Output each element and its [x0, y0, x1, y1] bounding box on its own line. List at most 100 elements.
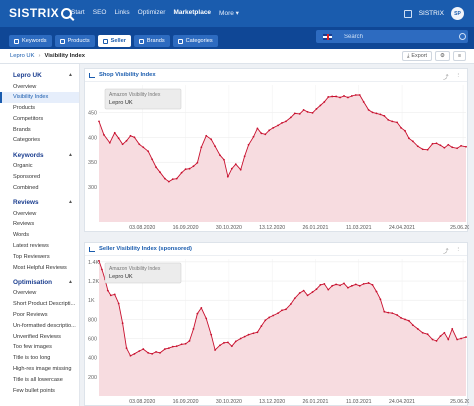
data-point: [383, 310, 386, 313]
data-point: [451, 146, 454, 149]
legend-box: [104, 262, 182, 284]
nav-marketplace[interactable]: Marketplace: [173, 9, 212, 16]
data-point: [404, 318, 406, 321]
sidebar-item-reviews[interactable]: Reviews: [13, 221, 35, 228]
sidebar-item-latest-reviews[interactable]: Latest reviews: [13, 243, 49, 250]
sidebar-item-categories[interactable]: Categories: [13, 137, 41, 144]
export-button[interactable]: ⤓ Export: [402, 51, 432, 61]
data-point: [387, 118, 390, 121]
sidebar-item-short-product-description[interactable]: Short Product Descripti...: [13, 301, 76, 308]
data-point: [347, 286, 349, 289]
data-point: [164, 177, 166, 180]
data-point: [421, 331, 424, 334]
data-point: [247, 143, 250, 146]
data-point: [306, 111, 309, 113]
tab-brands[interactable]: Brands: [133, 35, 170, 47]
search-icon[interactable]: [459, 33, 466, 40]
tab-keywords[interactable]: Keywords: [9, 35, 52, 47]
data-point: [343, 282, 345, 285]
sidebar-heading[interactable]: Optimisation ▲: [0, 277, 79, 288]
legend-series-label: Amazon Visibility Index: [109, 266, 161, 272]
data-point: [106, 289, 109, 292]
sidebar-heading-label: Optimisation: [13, 278, 53, 286]
sidebar-item-organic[interactable]: Organic: [13, 163, 33, 170]
data-point: [247, 333, 250, 336]
data-point: [375, 290, 378, 293]
sidebar-item-optimisation-overview[interactable]: Overview: [13, 290, 37, 297]
tab-seller[interactable]: Seller: [97, 35, 131, 47]
account-name[interactable]: SISTRIX: [418, 10, 444, 17]
sidebar-item-combined[interactable]: Combined: [13, 184, 39, 191]
sidebar-heading[interactable]: Lepro UK ▲: [0, 70, 79, 81]
avatar[interactable]: SP: [451, 7, 464, 20]
data-point: [375, 112, 378, 115]
data-point: [460, 337, 462, 340]
search-box: [316, 30, 468, 43]
settings-button[interactable]: ⚙: [435, 51, 450, 61]
sidebar-item-most-helpful-reviews[interactable]: Most Helpful Reviews: [13, 264, 67, 271]
chart-tools: ⤴ ⋮: [443, 73, 461, 81]
x-tick-label: 25.06.2021: [450, 399, 469, 405]
data-point: [396, 314, 399, 316]
y-tick-label: 450: [88, 110, 97, 116]
x-tick-label: 24.04.2021: [389, 399, 415, 405]
data-point: [260, 325, 263, 327]
legend-series-label: Amazon Visibility Index: [109, 92, 161, 98]
sidebar-item-too-few-images[interactable]: Too few images: [13, 344, 52, 351]
share-icon[interactable]: ⤴: [442, 249, 449, 255]
uk-flag-icon[interactable]: [323, 33, 332, 40]
sidebar-item-competitors[interactable]: Competitors: [13, 115, 44, 122]
y-tick-label: 600: [88, 337, 97, 343]
data-point: [435, 340, 438, 342]
bell-icon[interactable]: [403, 9, 412, 18]
series-area: [99, 95, 466, 222]
data-point: [234, 163, 237, 166]
sidebar-item-unverified-reviews[interactable]: Unverified Reviews: [13, 333, 61, 340]
sidebar-item-poor-reviews[interactable]: Poor Reviews: [13, 312, 48, 319]
data-point: [298, 292, 301, 294]
menu-button[interactable]: ≡: [452, 51, 466, 61]
data-point: [379, 113, 382, 116]
sidebar-heading[interactable]: Keywords ▲: [0, 150, 79, 161]
sidebar-item-sponsored[interactable]: Sponsored: [13, 174, 41, 181]
data-point: [293, 297, 296, 300]
sidebar-item-top-reviewers[interactable]: Top Reviewers: [13, 253, 50, 260]
search-input[interactable]: [344, 33, 454, 40]
data-point: [302, 109, 305, 111]
sidebar-item-overview[interactable]: Overview: [13, 83, 37, 90]
sidebar-item-title-lowercase[interactable]: Title is all lowercase: [13, 376, 63, 383]
tab-categories[interactable]: Categories: [172, 35, 218, 47]
nav-start[interactable]: Start: [71, 9, 85, 16]
tab-products[interactable]: Products: [54, 35, 95, 47]
data-point: [223, 158, 225, 161]
share-icon[interactable]: ⤴: [442, 75, 449, 81]
tab-label: Products: [67, 38, 90, 44]
nav-more[interactable]: More ▾: [219, 9, 239, 17]
sidebar-item-visibility-index[interactable]: Visibility Index: [0, 91, 79, 103]
breadcrumb-parent[interactable]: Lepro UK: [10, 53, 35, 59]
x-tick-label: 26.01.2021: [302, 399, 328, 405]
sidebar-heading[interactable]: Reviews ▲: [0, 197, 79, 208]
data-point: [226, 341, 229, 344]
more-icon[interactable]: ⋮: [455, 73, 462, 79]
data-point: [159, 351, 161, 354]
nav-links[interactable]: Links: [114, 9, 130, 16]
nav-optimizer[interactable]: Optimizer: [137, 9, 166, 16]
sidebar-item-reviews-overview[interactable]: Overview: [13, 210, 37, 217]
y-tick-label: 200: [88, 375, 97, 381]
sidebar-item-highres-image-missing[interactable]: High-res image missing: [13, 366, 72, 373]
data-point: [219, 154, 221, 157]
more-icon[interactable]: ⋮: [455, 247, 462, 253]
data-point: [302, 289, 305, 292]
sidebar-item-words[interactable]: Words: [13, 232, 30, 239]
sidebar-item-title-too-long[interactable]: Title is too long: [13, 355, 51, 362]
sidebar-item-few-bullet-points[interactable]: Few bullet points: [13, 387, 55, 394]
chevron-up-icon: ▲: [68, 278, 73, 285]
data-point: [404, 129, 406, 132]
sidebar-item-products[interactable]: Products: [13, 105, 36, 112]
sistrix-logo[interactable]: SISTRIX: [9, 6, 73, 20]
sidebar-item-brands[interactable]: Brands: [13, 126, 31, 133]
nav-seo[interactable]: SEO: [92, 9, 107, 16]
sidebar-item-unformatted-description[interactable]: Un-formatted descriptio...: [13, 322, 76, 329]
chart-header: Seller Visibility Index (sponsored): [85, 243, 467, 256]
